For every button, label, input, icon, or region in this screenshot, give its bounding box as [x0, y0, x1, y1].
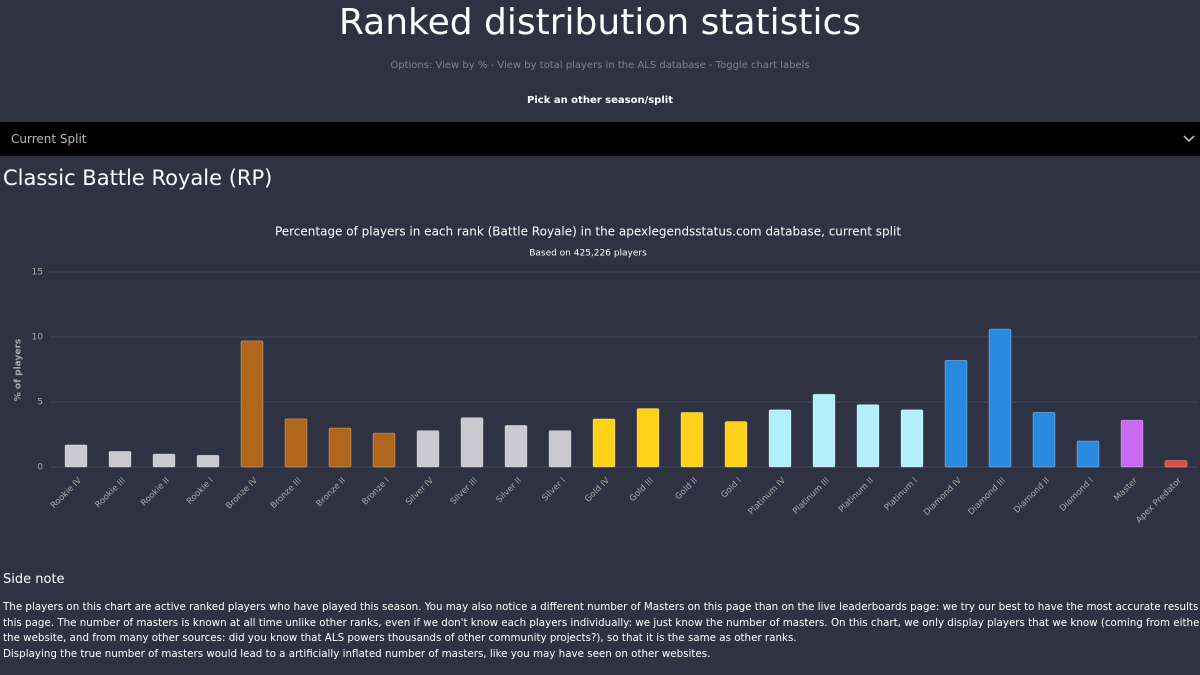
bar: [724, 421, 748, 468]
x-tick-label: Diamond II: [1012, 476, 1052, 516]
bar: [1164, 460, 1188, 468]
x-tick-label: Master: [1112, 475, 1140, 503]
bar: [1076, 440, 1100, 468]
x-tick-label: Platinum III: [791, 476, 832, 517]
season-picker-label: Pick an other season/split: [527, 95, 673, 106]
y-tick-label: 0: [37, 463, 43, 473]
chart-title: Percentage of players in each rank (Batt…: [275, 225, 901, 239]
season-dropdown[interactable]: Current Split: [0, 122, 1200, 156]
x-tick-label: Platinum II: [837, 476, 876, 515]
bar: [240, 340, 264, 468]
bar: [416, 430, 440, 468]
page-title: Ranked distribution statistics: [338, 2, 862, 43]
chart: Percentage of players in each rank (Batt…: [14, 225, 1198, 525]
bar: [1120, 419, 1144, 468]
bar: [108, 450, 132, 468]
bar: [196, 454, 220, 468]
bar: [328, 427, 352, 468]
options-links[interactable]: Options: View by % - View by total playe…: [390, 60, 810, 71]
x-tick-label: Gold I: [719, 476, 744, 501]
x-tick-label: Apex Predator: [1134, 475, 1184, 525]
dropdown-value: Current Split: [11, 132, 87, 146]
bar: [548, 430, 572, 468]
side-note: The players on this chart are active ran…: [3, 600, 1200, 662]
x-tick-label: Silver I: [540, 476, 568, 504]
x-tick-label: Bronze I: [360, 476, 392, 508]
bar: [680, 411, 704, 468]
x-tick-label: Bronze IV: [224, 476, 260, 512]
x-tick-label: Diamond III: [966, 476, 1007, 517]
bar: [504, 424, 528, 468]
bar: [372, 432, 396, 468]
y-tick-label: 5: [37, 398, 43, 408]
dropdown-chevron: [1183, 135, 1195, 143]
bar: [284, 418, 308, 468]
chart-subtitle: Based on 425,226 players: [529, 249, 647, 259]
bar: [460, 417, 484, 468]
bar: [64, 444, 88, 468]
x-tick-label: Gold II: [674, 476, 700, 502]
y-tick-label: 10: [32, 333, 44, 343]
x-tick-label: Platinum IV: [747, 476, 788, 517]
bar: [900, 409, 924, 468]
side-note-paragraph: Displaying the true number of masters wo…: [3, 647, 711, 660]
x-tick-label: Diamond IV: [922, 476, 964, 518]
x-tick-label: Gold IV: [583, 476, 612, 505]
x-tick-label: Rookie IV: [49, 476, 84, 511]
bar: [636, 408, 660, 468]
bar: [856, 404, 880, 468]
y-axis-label: % of players: [14, 339, 24, 401]
bar: [1032, 411, 1056, 468]
bar: [988, 328, 1012, 468]
side-note-title: Side note: [3, 572, 65, 587]
x-tick-label: Diamond I: [1058, 476, 1096, 514]
bar: [944, 359, 968, 468]
x-tick-label: Platinum I: [883, 476, 920, 513]
x-tick-label: Silver IV: [404, 476, 436, 508]
bar: [152, 453, 176, 468]
x-tick-label: Gold III: [628, 476, 656, 504]
section-title: Classic Battle Royale (RP): [3, 166, 273, 190]
x-tick-label: Rookie I: [185, 476, 216, 507]
x-tick-label: Silver III: [449, 476, 480, 507]
x-tick-label: Rookie II: [139, 476, 172, 509]
y-tick-label: 15: [32, 268, 43, 278]
bar: [768, 409, 792, 468]
x-tick-label: Rookie III: [93, 476, 127, 510]
x-tick-label: Bronze III: [269, 476, 304, 511]
x-tick-label: Silver II: [494, 476, 523, 505]
side-note-paragraph: The players on this chart are active ran…: [3, 601, 1200, 644]
bar: [812, 393, 836, 468]
x-tick-label: Bronze II: [315, 476, 348, 509]
bar: [592, 418, 616, 468]
